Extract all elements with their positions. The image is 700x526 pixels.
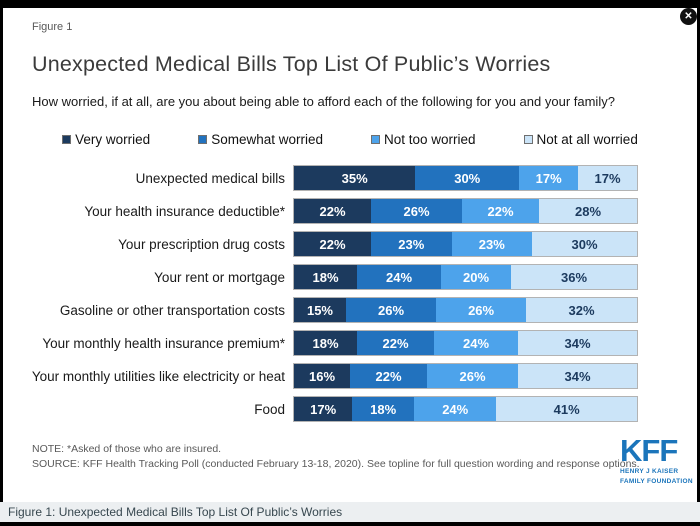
category-label: Your rent or mortgage [154,269,285,285]
bar-row: Your prescription drug costs 22% 23% 23% 30% [3,231,697,257]
legend-swatch-icon [62,135,72,144]
legend-item: Not too worried [370,132,476,147]
bar-segment: 17% [519,166,579,190]
bar-row: Your health insurance deductible* 22% 26% 2… [3,198,697,224]
legend-label: Very worried [75,132,151,147]
chart-subtitle: How worried, if at all, are you about be… [32,94,615,109]
legend-label: Not at all worried [536,132,638,147]
figure-label: Figure 1 [32,21,73,33]
bar-segment: 32% [526,298,637,322]
category-label: Food [254,401,285,417]
bar-segment: 26% [436,298,527,322]
legend-swatch-icon [523,135,533,144]
bar-segment: 23% [371,232,452,256]
bar-segment: 26% [427,364,518,388]
legend: Very worried Somewhat worried Not too worr… [3,132,697,147]
bar-segment: 28% [539,199,637,223]
kff-logo: KFF HENRY J KAISER FAMILY FOUNDATION [620,433,695,486]
bar-segment: 22% [357,331,434,355]
bar-segment: 24% [414,397,497,421]
bar-segment: 41% [496,397,637,421]
category-label: Your prescription drug costs [118,236,285,252]
legend-item: Very worried [62,132,150,147]
kff-logo-sub1: HENRY J KAISER [620,468,679,475]
legend-item: Somewhat worried [198,132,323,147]
bar-segment: 24% [357,265,441,289]
category-label: Unexpected medical bills [135,170,285,186]
bar-segment: 34% [518,331,637,355]
bar-segment: 26% [371,199,462,223]
bar-segment: 23% [451,232,532,256]
legend-label: Not too worried [383,132,476,147]
bar-segment: 24% [434,331,518,355]
bar-segment: 22% [294,199,371,223]
stacked-bar: 35% 30% 17% 17% [293,165,638,191]
legend-swatch-icon [370,135,380,144]
stacked-bar: 16% 22% 26% 34% [293,363,638,389]
legend-label: Somewhat worried [211,132,323,147]
bar-row: Unexpected medical bills 35% 30% 17% 17% [3,165,697,191]
stacked-bar: 15% 26% 26% 32% [293,297,638,323]
bar-segment: 22% [350,364,427,388]
category-label: Gasoline or other transportation costs [59,302,285,318]
bar-segment: 35% [294,166,416,190]
bar-segment: 18% [352,397,415,421]
bar-segment: 22% [462,199,539,223]
bar-segment: 22% [294,232,371,256]
bar-row: Gasoline or other transportation costs 15… [3,297,697,323]
kff-logo-sub2: FAMILY FOUNDATION [620,478,693,485]
bar-row: Your rent or mortgage 18% 24% 20% 36% [3,264,697,290]
note-text: NOTE: *Asked of those who are insured. [32,443,222,455]
page-title: Unexpected Medical Bills Top List Of Pub… [32,52,551,76]
chart-panel: Figure 1 Unexpected Medical Bills Top Li… [3,8,697,502]
bar-segment: 17% [294,397,353,421]
stacked-bar: 22% 23% 23% 30% [293,231,638,257]
bar-segment: 26% [345,298,437,322]
bar-row: Your monthly health insurance premium* 18… [3,330,697,356]
bar-segment: 16% [294,364,350,388]
category-label: Your monthly utilities like electricity … [31,368,285,384]
legend-swatch-icon [198,135,208,144]
bar-segment: 15% [294,298,346,322]
bar-segment: 30% [532,232,637,256]
category-label: Your health insurance deductible* [84,203,285,219]
bar-segment: 18% [294,331,357,355]
bar-segment: 34% [518,364,637,388]
category-label: Your monthly health insurance premium* [42,335,285,351]
kff-logo-text: KFF [620,433,678,468]
caption-bar: Figure 1: Unexpected Medical Bills Top L… [0,502,700,522]
bar-rows: Unexpected medical bills 35% 30% 17% 17% Your… [3,165,697,430]
legend-item: Not at all worried [523,132,638,147]
bar-segment: 30% [415,166,520,190]
bar-segment: 18% [294,265,357,289]
bar-segment: 17% [578,166,638,190]
bar-segment: 36% [511,265,637,289]
footnotes: NOTE: *Asked of those who are insured. S… [32,442,640,472]
bar-segment: 20% [441,265,511,289]
bar-row: Your monthly utilities like electricity … [3,363,697,389]
stacked-bar: 18% 24% 20% 36% [293,264,638,290]
close-icon[interactable]: ✕ [680,8,697,25]
source-text: SOURCE: KFF Health Tracking Poll (conduc… [32,458,640,470]
stacked-bar: 17% 18% 24% 41% [293,396,638,422]
stacked-bar: 22% 26% 22% 28% [293,198,638,224]
bar-row: Food 17% 18% 24% 41% [3,396,697,422]
stacked-bar: 18% 22% 24% 34% [293,330,638,356]
